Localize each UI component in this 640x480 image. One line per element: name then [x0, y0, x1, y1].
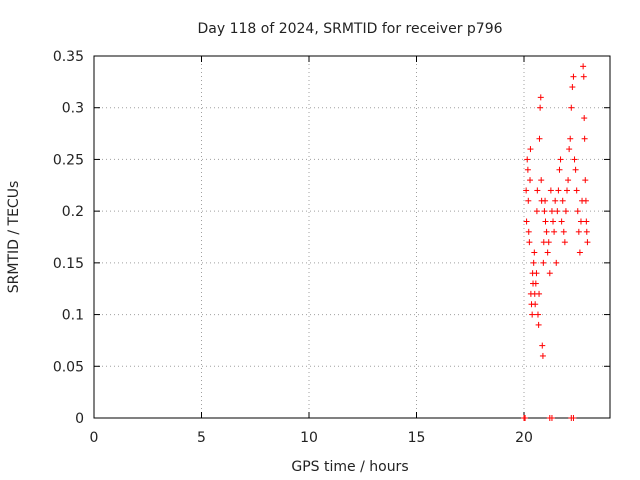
- data-point: [562, 208, 569, 215]
- data-point: [583, 228, 590, 235]
- data-point: [557, 156, 564, 163]
- data-point: [525, 228, 532, 235]
- data-point: [572, 166, 579, 173]
- x-axis-label: GPS time / hours: [291, 459, 408, 475]
- data-point: [525, 197, 532, 204]
- data-point: [524, 156, 531, 163]
- data-point: [526, 239, 533, 246]
- y-tick-label: 0.15: [53, 256, 84, 272]
- data-point: [539, 342, 546, 349]
- data-point: [534, 311, 541, 318]
- data-point: [538, 177, 545, 184]
- y-tick-label: 0: [75, 411, 84, 427]
- data-point: [577, 218, 584, 225]
- data-point: [543, 228, 550, 235]
- data-point: [539, 352, 546, 359]
- data-point: [569, 84, 576, 91]
- data-point: [540, 259, 547, 266]
- x-tick-label: 0: [90, 430, 99, 446]
- data-point: [542, 197, 549, 204]
- data-point: [544, 249, 551, 256]
- x-tick-label: 10: [300, 430, 318, 446]
- chart-title: Day 118 of 2024, SRMTID for receiver p79…: [197, 21, 502, 37]
- data-point: [571, 156, 578, 163]
- y-tick-label: 0.1: [62, 308, 84, 324]
- data-point: [522, 415, 529, 421]
- data-points: [521, 63, 591, 421]
- data-point: [529, 311, 536, 318]
- data-point: [575, 228, 582, 235]
- data-point: [523, 218, 530, 225]
- data-point: [553, 259, 560, 266]
- data-point: [558, 218, 565, 225]
- grid-lines: [94, 56, 610, 418]
- data-point: [566, 146, 573, 153]
- y-tick-label: 0.05: [53, 359, 84, 375]
- y-tick-label: 0.35: [53, 49, 84, 65]
- y-tick-label: 0.25: [53, 152, 84, 168]
- data-point: [541, 208, 548, 215]
- data-point: [548, 415, 555, 421]
- data-point: [537, 104, 544, 111]
- data-point: [533, 208, 540, 215]
- data-point: [561, 239, 568, 246]
- data-point: [523, 187, 530, 194]
- data-point: [530, 259, 537, 266]
- data-point: [568, 104, 575, 111]
- x-tick-label: 15: [408, 430, 426, 446]
- data-point: [531, 249, 538, 256]
- data-point: [551, 228, 558, 235]
- data-point: [583, 218, 590, 225]
- data-point: [582, 177, 589, 184]
- data-point: [582, 197, 589, 204]
- y-tick-label: 0.2: [62, 204, 84, 220]
- data-point: [536, 290, 543, 297]
- data-point: [533, 270, 540, 277]
- data-point: [542, 218, 549, 225]
- x-tick-label: 5: [197, 430, 206, 446]
- data-point: [573, 187, 580, 194]
- data-point: [581, 115, 588, 122]
- data-point: [546, 270, 553, 277]
- data-point: [535, 321, 542, 328]
- data-point: [536, 135, 543, 142]
- x-tick-label: 20: [515, 430, 533, 446]
- data-point: [527, 146, 534, 153]
- data-point: [581, 135, 588, 142]
- axis-ticks: 0 5 10 15 20 0 0.05 0.1 0.15 0.2 0.25 0.3 0.35: [53, 49, 610, 446]
- data-point: [548, 208, 555, 215]
- data-point: [570, 73, 577, 80]
- data-point: [564, 187, 570, 194]
- data-point: [545, 239, 552, 246]
- plot-frame: [93, 55, 611, 419]
- data-point: [567, 135, 574, 142]
- y-axis-label: SRMTID / TECUs: [6, 181, 22, 294]
- data-point: [537, 94, 544, 101]
- data-point: [576, 249, 583, 256]
- data-point: [534, 187, 541, 194]
- data-point: [560, 228, 567, 235]
- data-point: [555, 187, 562, 194]
- data-point: [574, 208, 581, 215]
- data-point: [552, 197, 559, 204]
- data-point: [556, 166, 563, 173]
- data-point: [550, 218, 557, 225]
- data-point: [580, 63, 587, 70]
- data-point: [584, 239, 591, 246]
- data-point: [532, 280, 539, 287]
- y-tick-label: 0.3: [62, 101, 84, 117]
- data-point: [580, 73, 587, 80]
- data-point: [547, 187, 554, 194]
- data-point: [565, 177, 572, 184]
- data-point: [554, 208, 561, 215]
- data-point: [524, 166, 531, 173]
- data-point: [527, 177, 534, 184]
- data-point: [532, 301, 539, 308]
- data-point: [559, 197, 566, 204]
- data-point: [570, 415, 577, 421]
